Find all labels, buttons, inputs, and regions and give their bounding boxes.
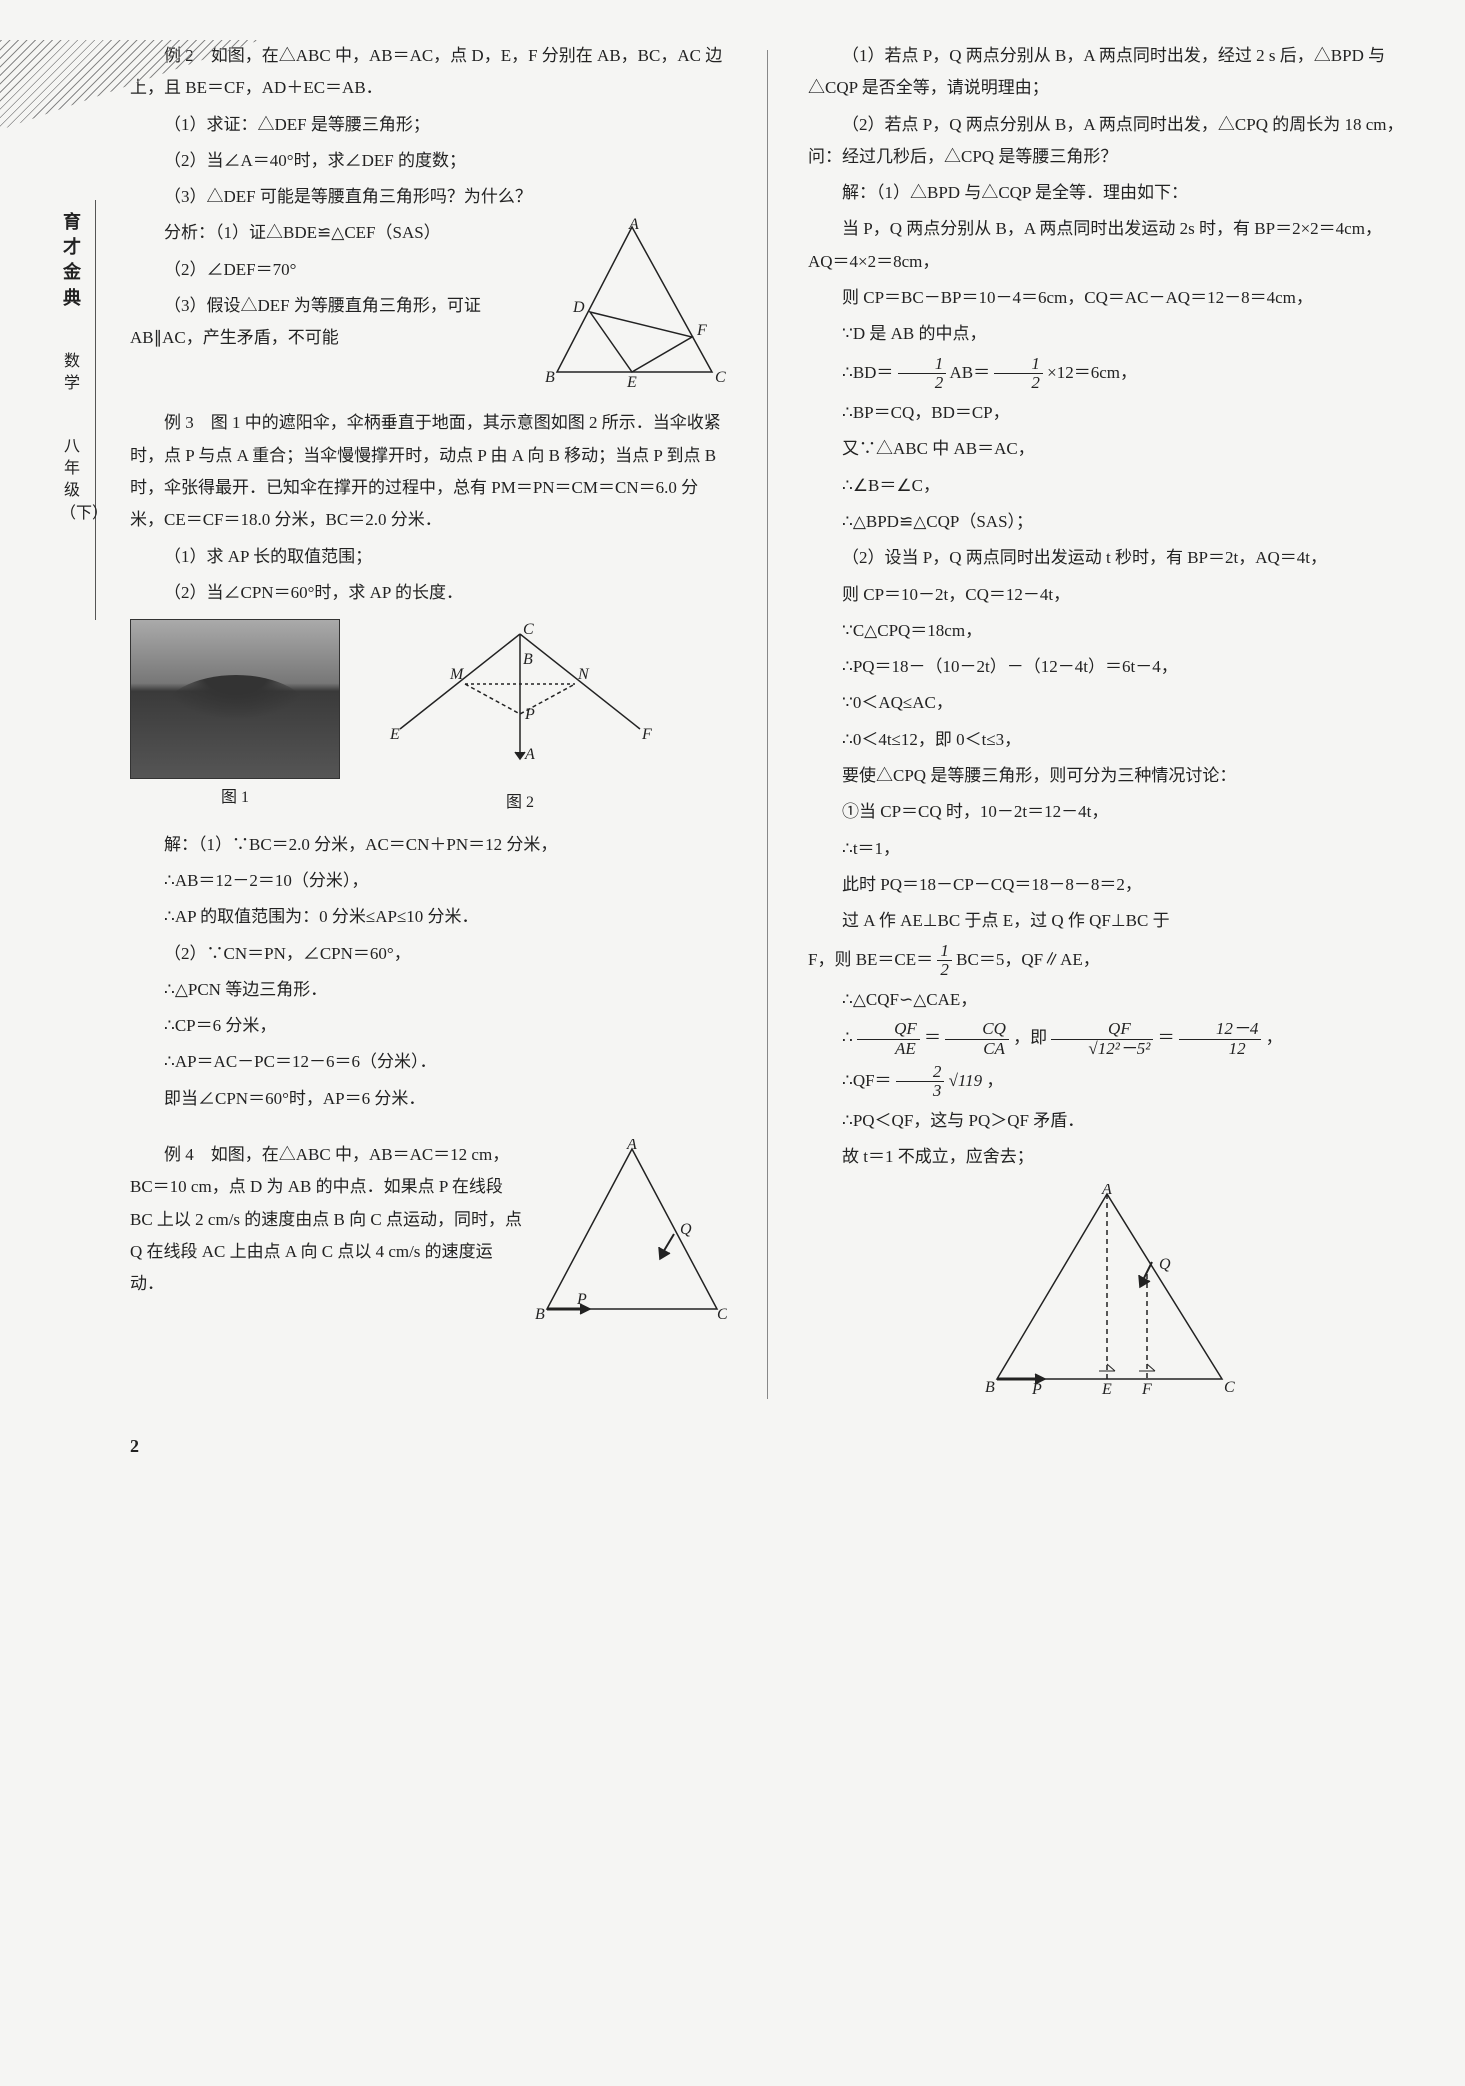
ex3-s6: ∴CP＝6 分米， [130, 1010, 727, 1042]
r-fig-wrap: A B C P Q E F [808, 1184, 1405, 1399]
column-divider [767, 50, 768, 1399]
svg-text:M: M [449, 666, 465, 683]
r-s14: ∵0＜AQ≤AC， [808, 687, 1405, 719]
ex2-ana2: （2）∠DEF＝70° [130, 254, 527, 286]
ex3-s7: ∴AP＝AC－PC＝12－6＝6（分米）． [130, 1046, 727, 1078]
sidebar-grade: 八年级（下） [60, 436, 84, 526]
ex2-ana3: （3）假设△DEF 为等腰直角三角形，可证 AB∥AC，产生矛盾，不可能 [130, 290, 527, 355]
sidebar-title: 育才金典 [60, 210, 84, 311]
ex2-q1: （1）求证：△DEF 是等腰三角形； [130, 109, 727, 141]
umbrella-diagram: C B M N P A E F [370, 619, 670, 784]
r-q2: （2）若点 P，Q 两点分别从 B，A 两点同时出发，△CPQ 的周长为 18 … [808, 109, 1405, 174]
r-q1: （1）若点 P，Q 两点分别从 B，A 两点同时出发，经过 2 s 后，△BPD… [808, 40, 1405, 105]
ex4-figure: A B C P Q [532, 1139, 727, 1324]
r-s21: F，则 BE＝CE＝ 12 BC＝5，QF∥AE， [808, 942, 1405, 980]
r-s6: ∴BP＝CQ，BD＝CP， [808, 397, 1405, 429]
ex3-s2: ∴AB＝12－2＝10（分米）， [130, 865, 727, 897]
r-s12: ∵C△CPQ＝18cm， [808, 615, 1405, 647]
r-s15: ∴0＜4t≤12，即 0＜t≤3， [808, 724, 1405, 756]
ex2-figure: A B C D E F [537, 217, 727, 387]
svg-text:C: C [717, 1306, 727, 1323]
ex2-analysis-row: 分析：（1）证△BDE≌△CEF（SAS） （2）∠DEF＝70° （3）假设△… [130, 217, 727, 387]
r-s19: 此时 PQ＝18－CP－CQ＝18－8－8＝2， [808, 869, 1405, 901]
ex3-figures: 图 1 C B [130, 619, 727, 818]
svg-text:C: C [523, 621, 534, 638]
svg-text:F: F [1141, 1381, 1152, 1398]
r-s18: ∴t＝1， [808, 833, 1405, 865]
ex2-q2: （2）当∠A＝40°时，求∠DEF 的度数； [130, 145, 727, 177]
page-number: 2 [130, 1429, 1465, 1463]
r-s1: 解：（1）△BPD 与△CQP 是全等．理由如下： [808, 177, 1405, 209]
r-s11: 则 CP＝10－2t，CQ＝12－4t， [808, 579, 1405, 611]
svg-text:B: B [535, 1306, 545, 1323]
ex3-q2: （2）当∠CPN＝60°时，求 AP 的长度． [130, 577, 727, 609]
svg-text:B: B [985, 1379, 995, 1396]
umbrella-photo [130, 619, 340, 779]
left-column: 例 2 如图，在△ABC 中，AB＝AC，点 D，E，F 分别在 AB，BC，A… [130, 40, 727, 1399]
svg-text:C: C [715, 369, 726, 386]
svg-text:E: E [626, 374, 637, 387]
ex4-head: 例 4 如图，在△ABC 中，AB＝AC＝12 cm，BC＝10 cm，点 D … [130, 1139, 522, 1300]
ex3-head: 例 3 图 1 中的遮阳伞，伞柄垂直于地面，其示意图如图 2 所示．当伞收紧时，… [130, 407, 727, 536]
svg-text:B: B [545, 369, 555, 386]
r-s7: 又∵△ABC 中 AB＝AC， [808, 433, 1405, 465]
r-s8: ∴∠B＝∠C， [808, 470, 1405, 502]
r-s16: 要使△CPQ 是等腰三角形，则可分为三种情况讨论： [808, 760, 1405, 792]
ex4-row: 例 4 如图，在△ABC 中，AB＝AC＝12 cm，BC＝10 cm，点 D … [130, 1139, 727, 1324]
ex3-s3: ∴AP 的取值范围为：0 分米≤AP≤10 分米． [130, 901, 727, 933]
svg-text:P: P [576, 1291, 587, 1308]
ex3-fig2-cap: 图 2 [370, 788, 670, 818]
svg-text:A: A [626, 1139, 637, 1153]
sidebar-subject: 数学 [60, 351, 84, 396]
r-s17: ①当 CP＝CQ 时，10－2t＝12－4t， [808, 796, 1405, 828]
svg-text:F: F [696, 322, 707, 339]
r-s25: ∴PQ＜QF，这与 PQ＞QF 矛盾． [808, 1105, 1405, 1137]
r-s24: ∴QF＝ 23 √119 ， [808, 1063, 1405, 1101]
ex3-q1: （1）求 AP 长的取值范围； [130, 541, 727, 573]
svg-text:P: P [524, 706, 535, 723]
ex3-fig1-wrap: 图 1 [130, 619, 340, 818]
ex3-fig1-cap: 图 1 [130, 783, 340, 813]
svg-text:Q: Q [680, 1221, 692, 1238]
ex3-fig2-wrap: C B M N P A E F 图 2 [370, 619, 670, 818]
ex2-q3: （3）△DEF 可能是等腰直角三角形吗？为什么？ [130, 181, 727, 213]
ex3-s1: 解：（1）∵BC＝2.0 分米，AC＝CN＋PN＝12 分米， [130, 829, 727, 861]
sidebar-divider [95, 200, 96, 620]
r-s23: ∴ QFAE ＝ CQCA ，即 QF√12²－5² ＝ 12－412 ， [808, 1020, 1405, 1058]
columns: 例 2 如图，在△ABC 中，AB＝AC，点 D，E，F 分别在 AB，BC，A… [0, 40, 1465, 1399]
r-s3: 则 CP＝BC－BP＝10－4＝6cm，CQ＝AC－AQ＝12－8＝4cm， [808, 282, 1405, 314]
svg-text:F: F [641, 726, 652, 743]
svg-text:E: E [1101, 1381, 1112, 1398]
ex3-s4: （2）∵CN＝PN，∠CPN＝60°， [130, 938, 727, 970]
svg-text:A: A [524, 746, 535, 763]
r-s22: ∴△CQF∽△CAE， [808, 984, 1405, 1016]
r-s20: 过 A 作 AE⊥BC 于点 E，过 Q 作 QF⊥BC 于 [808, 905, 1405, 937]
svg-text:D: D [572, 299, 585, 316]
svg-text:A: A [628, 217, 639, 233]
right-column: （1）若点 P，Q 两点分别从 B，A 两点同时出发，经过 2 s 后，△BPD… [808, 40, 1405, 1399]
r-s2: 当 P，Q 两点分别从 B，A 两点同时出发运动 2s 时，有 BP＝2×2＝4… [808, 213, 1405, 278]
ex2-ana1: 分析：（1）证△BDE≌△CEF（SAS） [130, 217, 527, 249]
r-s4: ∵D 是 AB 的中点， [808, 318, 1405, 350]
r-s13: ∴PQ＝18－（10－2t）－（12－4t）＝6t－4， [808, 651, 1405, 683]
ex3-s5: ∴△PCN 等边三角形． [130, 974, 727, 1006]
r-s5: ∴BD＝ 12 AB＝ 12 ×12＝6cm， [808, 355, 1405, 393]
svg-text:P: P [1031, 1381, 1042, 1398]
svg-text:N: N [577, 666, 590, 683]
ex3-s8: 即当∠CPN＝60°时，AP＝6 分米． [130, 1083, 727, 1115]
page: 育才金典 数学 八年级（下） 例 2 如图，在△ABC 中，AB＝AC，点 D，… [0, 40, 1465, 1463]
svg-text:C: C [1224, 1379, 1235, 1396]
svg-text:B: B [523, 651, 533, 668]
right-figure: A B C P Q E F [977, 1184, 1237, 1399]
r-s9: ∴△BPD≌△CQP（SAS）； [808, 506, 1405, 538]
r-s26: 故 t＝1 不成立，应舍去； [808, 1141, 1405, 1173]
svg-text:Q: Q [1159, 1256, 1171, 1273]
svg-text:A: A [1101, 1184, 1112, 1198]
sidebar: 育才金典 数学 八年级（下） [60, 210, 84, 525]
svg-text:E: E [389, 726, 400, 743]
r-s10: （2）设当 P，Q 两点同时出发运动 t 秒时，有 BP＝2t，AQ＝4t， [808, 542, 1405, 574]
